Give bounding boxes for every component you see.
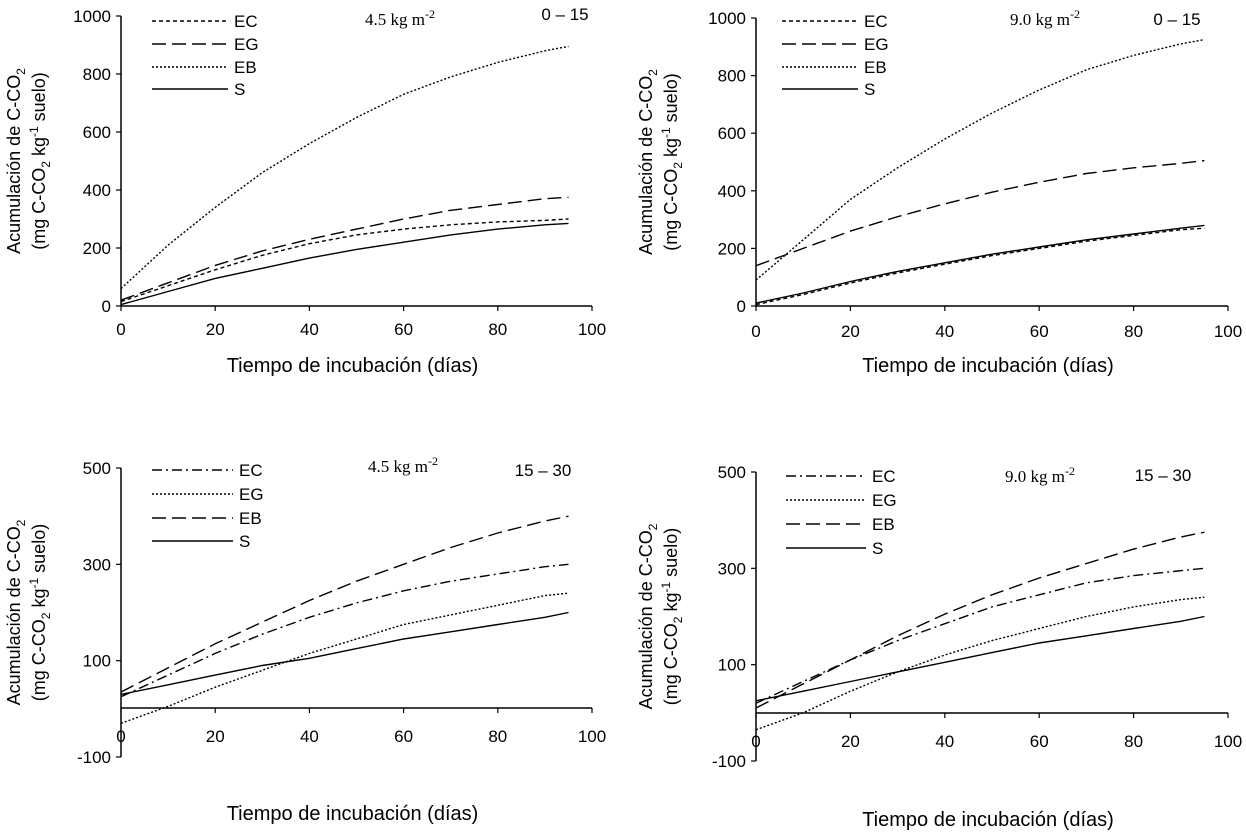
y-tick-label: 400: [83, 181, 111, 200]
x-tick-label: 40: [300, 727, 319, 746]
series-line-EG: [120, 592, 569, 724]
series-line-EC: [120, 218, 569, 303]
x-tick-label: 40: [300, 320, 319, 339]
x-tick-label: 80: [488, 320, 507, 339]
depth-annotation: 0 – 15: [541, 5, 588, 24]
legend-label: S: [864, 80, 875, 99]
x-tick-label: 20: [206, 320, 225, 339]
y-tick-label: 200: [718, 239, 746, 258]
panel-bottom-right: -100 100 300 500 0 20 40 60 80 100 EC EG EB S 9.0 kg m…: [636, 463, 1242, 831]
y-tick-label: 300: [718, 559, 746, 578]
x-tick-label: 40: [935, 322, 954, 341]
panel-top-right: 0 200 400 600 800 1000 0 20 40 60 80 100 EC EG EB S 9.0 …: [636, 7, 1242, 377]
dose-annotation: 9.0 kg m-2: [1005, 464, 1075, 486]
x-tick-label: 20: [841, 322, 860, 341]
x-axis-label: Tiempo de incubación (días): [862, 355, 1114, 377]
y-tick-label: 800: [718, 67, 746, 86]
legend-label: EB: [872, 515, 895, 534]
depth-annotation: 0 – 15: [1153, 10, 1200, 29]
series-line-S: [755, 615, 1205, 702]
series-line-EB: [120, 515, 569, 693]
legend-label: EC: [234, 12, 258, 31]
y-tick-label: 300: [83, 555, 111, 574]
x-tick-label: 60: [394, 727, 413, 746]
y-tick-label: -100: [77, 748, 111, 767]
x-tick-label: 100: [1214, 732, 1242, 751]
x-tick-label: 20: [206, 727, 225, 746]
panel-bottom-left: -100 100 300 500 0 20 40 60 80 100 EC EG EB S 4.5 kg m…: [4, 454, 606, 825]
y-tick-label: 800: [83, 65, 111, 84]
legend-label: EG: [872, 491, 897, 510]
series-line-EG: [755, 159, 1205, 267]
x-tick-label: 100: [578, 320, 606, 339]
x-tick-label: 100: [578, 727, 606, 746]
legend-label: EG: [234, 35, 259, 54]
legend-label: EC: [239, 461, 263, 480]
series-line-EG: [755, 596, 1205, 731]
series-line-S: [120, 611, 569, 696]
y-tick-label: 500: [83, 459, 111, 478]
series-line-EC: [755, 227, 1205, 306]
x-axis-label: Tiempo de incubación (días): [227, 355, 479, 377]
x-axis-label: Tiempo de incubación (días): [862, 809, 1114, 831]
series-line-EG: [120, 196, 569, 301]
series-line-EB: [755, 531, 1205, 709]
y-tick-label: 600: [718, 124, 746, 143]
series-line-EB: [755, 38, 1205, 281]
x-tick-label: 0: [751, 322, 760, 341]
legend-label: S: [239, 532, 250, 551]
x-tick-label: 60: [1030, 732, 1049, 751]
x-tick-label: 0: [116, 320, 125, 339]
series-line-EC: [120, 563, 569, 698]
x-tick-label: 60: [394, 320, 413, 339]
x-tick-label: 0: [751, 732, 760, 751]
y-tick-label: 100: [83, 652, 111, 671]
y-tick-label: 400: [718, 182, 746, 201]
x-tick-label: 60: [1030, 322, 1049, 341]
legend-label: EG: [239, 485, 264, 504]
x-tick-label: 20: [841, 732, 860, 751]
y-axis-label: Acumulación de C-CO2(mg C-CO2 kg-1 suelo…: [4, 68, 53, 254]
y-tick-label: 100: [718, 656, 746, 675]
series-line-S: [755, 224, 1205, 304]
x-axis-label: Tiempo de incubación (días): [227, 803, 479, 825]
y-tick-label: 1000: [73, 7, 111, 26]
series-line-S: [120, 222, 569, 306]
y-axis-label: Acumulación de C-CO2(mg C-CO2 kg-1 suelo…: [4, 519, 53, 705]
legend-label: EB: [234, 58, 257, 77]
series-line-EB: [120, 45, 569, 290]
legend-label: EG: [864, 35, 889, 54]
x-tick-label: 80: [1124, 322, 1143, 341]
y-tick-label: 0: [102, 297, 111, 316]
series-line-EC: [755, 567, 1205, 704]
depth-annotation: 15 – 30: [1135, 466, 1192, 485]
legend-label: EC: [864, 12, 888, 31]
y-axis-label: Acumulación de C-CO2(mg C-CO2 kg-1 suelo…: [636, 69, 685, 255]
y-axis-label: Acumulación de C-CO2(mg C-CO2 kg-1 suelo…: [636, 523, 685, 709]
x-tick-label: 80: [488, 727, 507, 746]
legend-label: EB: [239, 509, 262, 528]
legend-label: S: [234, 80, 245, 99]
x-tick-label: 0: [116, 727, 125, 746]
x-tick-label: 80: [1124, 732, 1143, 751]
x-tick-label: 100: [1214, 322, 1242, 341]
dose-annotation: 9.0 kg m-2: [1010, 7, 1080, 29]
x-tick-label: 40: [935, 732, 954, 751]
y-tick-label: -100: [712, 752, 746, 771]
dose-annotation: 4.5 kg m-2: [368, 454, 438, 476]
y-tick-label: 1000: [708, 9, 746, 28]
y-tick-label: 500: [718, 463, 746, 482]
legend-label: S: [872, 539, 883, 558]
y-tick-label: 600: [83, 123, 111, 142]
panel-top-left: 0 200 400 600 800 1000 0 20 40 60 80 100 EC EG EB S 4.5 …: [4, 5, 606, 377]
depth-annotation: 15 – 30: [515, 461, 572, 480]
y-tick-label: 0: [737, 297, 746, 316]
legend-label: EB: [864, 58, 887, 77]
legend-label: EC: [872, 467, 896, 486]
dose-annotation: 4.5 kg m-2: [365, 7, 435, 29]
y-tick-label: 200: [83, 239, 111, 258]
